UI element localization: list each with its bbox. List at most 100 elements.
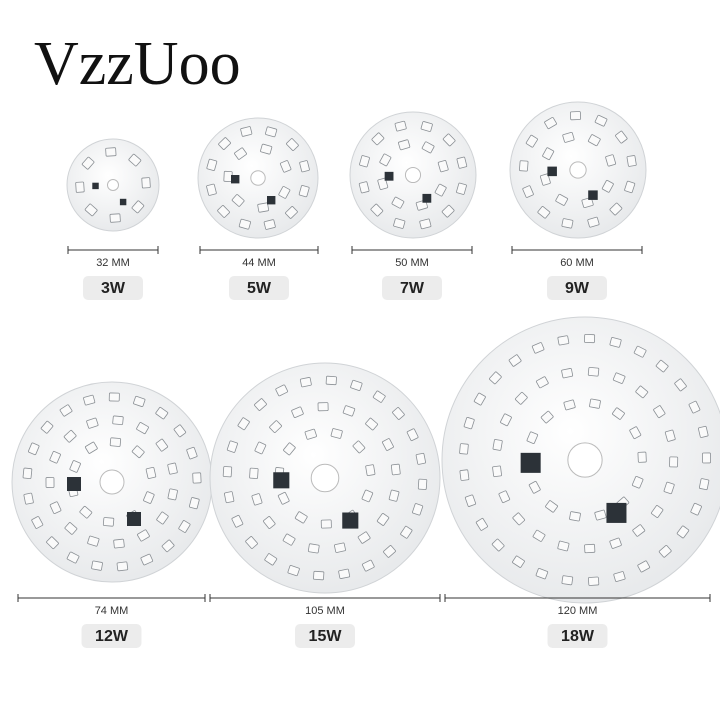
led [561, 575, 574, 586]
led [109, 437, 122, 447]
led [240, 126, 253, 137]
led [370, 203, 384, 217]
led [589, 398, 601, 409]
led [382, 438, 394, 451]
led [352, 440, 366, 454]
led [238, 218, 251, 230]
led [131, 200, 145, 214]
led [137, 529, 150, 542]
led [141, 177, 151, 189]
led [519, 160, 529, 172]
led [650, 505, 664, 518]
led [22, 467, 33, 480]
led [86, 417, 99, 429]
led [338, 568, 351, 579]
led [492, 465, 502, 478]
power-badge [81, 624, 142, 648]
led [415, 199, 428, 211]
chip [92, 182, 99, 190]
power-badge [229, 276, 289, 300]
led [294, 511, 308, 524]
chip [119, 198, 127, 206]
power-label: 7W [400, 280, 425, 297]
chip [606, 502, 627, 523]
led [371, 132, 385, 146]
led [325, 375, 337, 386]
led [217, 205, 230, 218]
led [587, 216, 600, 228]
size-label: 120 MM [558, 605, 598, 617]
led [279, 160, 292, 173]
led [155, 406, 169, 420]
led [391, 196, 405, 209]
led [155, 438, 169, 452]
led [84, 203, 98, 217]
led [613, 571, 626, 582]
led [561, 218, 574, 229]
led [299, 377, 312, 388]
led [400, 525, 413, 539]
led [498, 490, 511, 504]
led [140, 553, 154, 566]
led [173, 424, 187, 438]
led [500, 413, 512, 427]
chip [520, 452, 541, 473]
led [265, 126, 278, 138]
led [587, 134, 601, 147]
led [702, 452, 711, 464]
led [624, 180, 636, 194]
led [254, 441, 267, 455]
led [334, 542, 346, 553]
led [609, 337, 622, 348]
led [113, 538, 125, 549]
pcb-board [66, 138, 160, 232]
led [218, 137, 231, 150]
led [609, 202, 623, 216]
center-hole [569, 161, 587, 179]
led [286, 138, 299, 151]
led [278, 186, 291, 199]
led [59, 404, 73, 417]
size-label: 60 MM [560, 257, 594, 269]
led [489, 371, 502, 385]
led [133, 395, 146, 408]
chip [67, 477, 81, 491]
led [587, 576, 600, 586]
led [655, 359, 669, 373]
led [63, 429, 77, 443]
led [557, 540, 570, 552]
center-hole [310, 463, 340, 493]
led [698, 478, 710, 491]
led [698, 425, 709, 438]
led [69, 460, 81, 473]
led [231, 194, 245, 207]
led [376, 513, 390, 526]
led [398, 139, 411, 151]
led [66, 551, 80, 564]
chip [273, 472, 290, 489]
led [441, 204, 455, 218]
power-badge [547, 624, 608, 648]
led [492, 439, 503, 451]
led [245, 536, 258, 549]
led [459, 469, 470, 481]
led [419, 218, 432, 230]
led [64, 522, 78, 535]
led [669, 456, 679, 468]
chip [127, 512, 141, 526]
led [540, 410, 554, 424]
led [275, 384, 289, 397]
led [269, 420, 282, 433]
led [609, 537, 622, 549]
led [206, 183, 217, 196]
size-label: 74 MM [95, 605, 129, 617]
led [637, 560, 651, 573]
led [631, 476, 644, 489]
led [377, 177, 389, 190]
led [412, 503, 424, 516]
led [475, 518, 488, 531]
led [350, 379, 363, 391]
led [45, 477, 55, 488]
led [437, 160, 449, 173]
led [49, 501, 62, 514]
